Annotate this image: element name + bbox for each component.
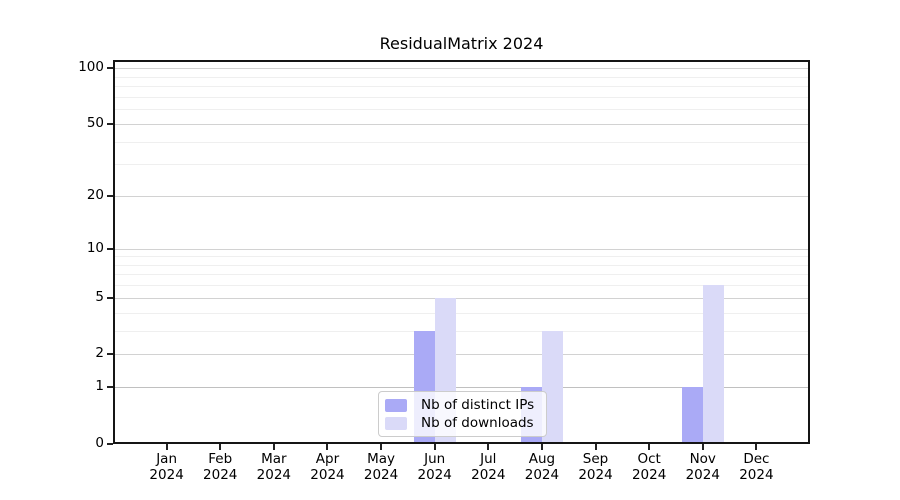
y-tick-label: 2	[95, 345, 104, 362]
x-tick-mark	[380, 444, 383, 450]
x-tick-label-year: 2024	[417, 467, 452, 483]
x-tick-label-month: Aug	[528, 451, 556, 467]
x-tick-label-year: 2024	[203, 467, 238, 483]
x-tick-mark	[594, 444, 597, 450]
x-tick-label-year: 2024	[471, 467, 506, 483]
gridline-major	[115, 123, 808, 125]
x-tick-label-year: 2024	[363, 467, 399, 483]
gridline-major	[115, 354, 808, 356]
legend-swatch-distinct-ips	[385, 398, 407, 412]
x-tick-label-month: Apr	[315, 451, 340, 467]
y-tick-mark	[107, 194, 113, 197]
x-tick-label-month: Jun	[424, 451, 446, 467]
x-tick-label-month: Oct	[637, 451, 661, 467]
legend-label-distinct-ips: Nb of distinct IPs	[421, 397, 535, 413]
gridline-major	[115, 248, 808, 250]
x-tick-label-month: Dec	[743, 451, 770, 467]
x-tick-label-year: 2024	[310, 467, 345, 483]
x-tick-mark	[165, 444, 168, 450]
x-tick-mark	[272, 444, 275, 450]
gridline-major	[115, 195, 808, 197]
x-tick-mark	[540, 444, 543, 450]
y-tick-label: 100	[78, 59, 104, 76]
plot-area	[113, 60, 810, 444]
y-tick-mark	[107, 386, 113, 389]
x-tick-mark	[219, 444, 222, 450]
x-tick-mark	[326, 444, 329, 450]
x-tick-mark	[433, 444, 436, 450]
gridline-major	[115, 68, 808, 70]
y-tick-mark	[107, 353, 113, 356]
gridline-minor	[115, 86, 808, 88]
gridline-minor	[115, 330, 808, 332]
legend-item-downloads: Nb of downloads	[385, 414, 534, 432]
x-tick-label-year: 2024	[685, 467, 720, 483]
gridline-minor	[115, 76, 808, 78]
gridline-minor	[115, 256, 808, 258]
y-tick-mark	[107, 442, 113, 445]
gridline-minor	[115, 109, 808, 111]
gridline-minor	[115, 285, 808, 287]
x-tick-label-month: Jul	[480, 451, 497, 467]
x-tick-label-year: 2024	[578, 467, 613, 483]
x-tick-mark	[755, 444, 758, 450]
legend-label-downloads: Nb of downloads	[421, 415, 534, 431]
bar-distinct-ips	[681, 387, 703, 442]
x-tick-label-month: Mar	[261, 451, 287, 467]
chart-title: ResidualMatrix 2024	[379, 34, 544, 53]
x-tick-label-year: 2024	[149, 467, 184, 483]
gridline-minor	[115, 274, 808, 276]
y-tick-mark	[107, 122, 113, 125]
legend-item-distinct-ips: Nb of distinct IPs	[385, 396, 534, 414]
x-tick-label-month: Sep	[582, 451, 609, 467]
y-tick-label: 0	[95, 434, 104, 451]
x-tick-label-month: Jan	[156, 451, 178, 467]
x-tick-label-month: May	[367, 451, 396, 467]
x-tick-mark	[487, 444, 490, 450]
x-tick-label-year: 2024	[256, 467, 292, 483]
y-tick-label: 1	[95, 378, 104, 395]
y-tick-label: 20	[86, 186, 104, 203]
legend: Nb of distinct IPs Nb of downloads	[378, 391, 548, 437]
gridline-minor	[115, 264, 808, 266]
x-tick-label-year: 2024	[739, 467, 774, 483]
gridline-major	[115, 387, 808, 389]
x-tick-label-month: Feb	[208, 451, 233, 467]
x-tick-label-year: 2024	[524, 467, 560, 483]
y-tick-label: 10	[86, 239, 104, 256]
x-tick-mark	[701, 444, 704, 450]
gridline-minor	[115, 164, 808, 166]
gridline-minor	[115, 96, 808, 98]
x-tick-mark	[648, 444, 651, 450]
gridline-minor	[115, 312, 808, 314]
y-tick-label: 50	[86, 114, 104, 131]
gridline-major	[115, 297, 808, 299]
y-tick-mark	[107, 296, 113, 299]
legend-swatch-downloads	[385, 416, 407, 430]
y-tick-mark	[107, 247, 113, 250]
x-tick-label-month: Nov	[689, 451, 716, 467]
y-tick-mark	[107, 67, 113, 70]
bar-downloads	[541, 330, 563, 442]
x-tick-label-year: 2024	[631, 467, 667, 483]
bar-downloads	[702, 285, 724, 442]
y-tick-label: 5	[95, 288, 104, 305]
gridline-minor	[115, 141, 808, 143]
